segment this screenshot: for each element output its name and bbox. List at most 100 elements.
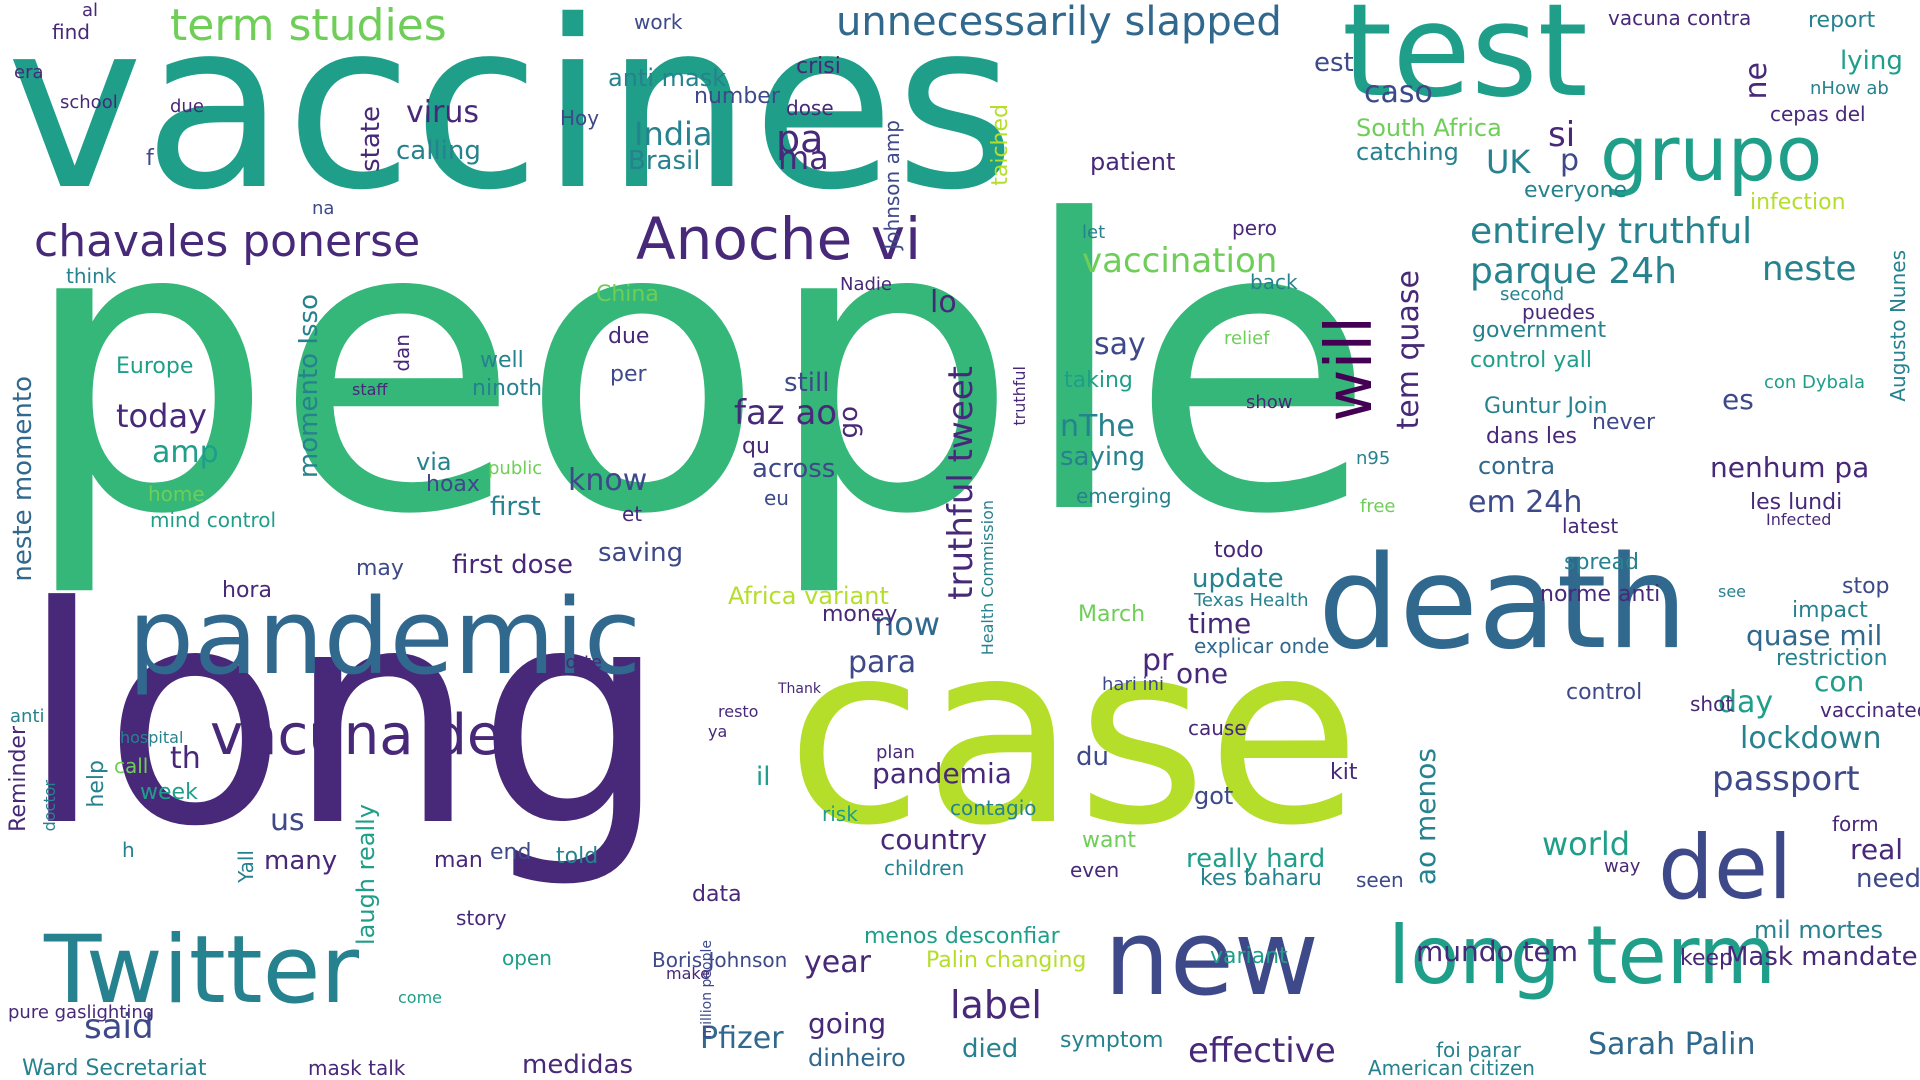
word-end: home xyxy=(148,482,205,506)
word-nthe: nThe xyxy=(1060,409,1135,444)
word-africa-variant: Africa variant xyxy=(728,582,889,610)
word-truthful-tweet: truthful tweet xyxy=(941,366,981,600)
word-mil-mortes: mil mortes xyxy=(1754,916,1883,944)
word-lo: pr xyxy=(1142,643,1174,678)
word-twitter: Twitter xyxy=(44,916,360,1025)
word-back: pero xyxy=(1232,216,1278,240)
word-crisi: Hoy xyxy=(560,106,600,130)
word-well: well xyxy=(480,348,524,373)
word-pure-gaslighting: Reminder xyxy=(6,726,31,832)
word-dan: era xyxy=(14,62,44,83)
word-american-citizen: American citizen xyxy=(1368,1056,1535,1080)
word-ward-secretariat: Ward Secretariat xyxy=(22,1056,207,1080)
word-hoax: hoax xyxy=(426,472,480,497)
word-pr: du xyxy=(1076,742,1109,772)
word-era: school xyxy=(60,92,118,113)
word-getting: kit xyxy=(1330,760,1358,785)
word-open: told xyxy=(556,844,599,869)
word-nadie: na xyxy=(312,198,335,219)
word-due: due xyxy=(608,324,650,349)
word-mundo-tem: mundo tem xyxy=(1416,935,1579,968)
word-many: many xyxy=(264,846,338,876)
word-faz-ao: faz ao xyxy=(734,393,838,433)
word-na: ne xyxy=(1739,62,1774,100)
word-country: country xyxy=(880,823,988,856)
word-con: con xyxy=(1814,665,1865,698)
word-yall: man xyxy=(434,848,483,873)
word-now: now xyxy=(874,605,941,643)
word-children: children xyxy=(884,856,965,880)
word-hospital: help xyxy=(84,760,109,808)
word-medidas: medidas xyxy=(522,1050,634,1080)
word-million-people: Health Commission xyxy=(978,500,997,656)
word-year: year xyxy=(804,945,871,980)
word-h: said xyxy=(84,1007,154,1047)
word-infected: hari ini xyxy=(1102,674,1164,695)
word-morte: latest xyxy=(1562,514,1619,538)
word-grupo: grupo xyxy=(1600,109,1823,198)
word-latest: Infected xyxy=(1766,510,1832,529)
word-pandemia: pandemia xyxy=(872,757,1012,790)
word-hora: hora xyxy=(222,578,272,603)
word-stop: form xyxy=(1832,812,1879,836)
word-ya: way xyxy=(1604,856,1641,877)
word-si: f xyxy=(146,146,154,171)
word-pfizer: Pfizer xyxy=(700,1021,784,1056)
word-money: money xyxy=(822,602,898,627)
word-know: know xyxy=(568,463,648,498)
word-vacuna-del: vacuna del xyxy=(210,703,517,768)
word-relief: Nadie xyxy=(840,274,892,295)
word-cause: cause xyxy=(1188,716,1247,740)
word-il: th xyxy=(170,741,201,776)
word-real: real xyxy=(1850,833,1904,866)
word-reminder: hospital xyxy=(120,728,184,747)
word-lying: lying xyxy=(1840,46,1903,76)
word-update: update xyxy=(1192,564,1284,594)
word-f: il xyxy=(756,762,771,792)
word-state: let xyxy=(1082,222,1106,243)
word-death: death xyxy=(1318,529,1688,678)
word-tem-quase: tem quase xyxy=(1391,270,1426,430)
word-th: h xyxy=(122,838,135,862)
word-across: vaccinated xyxy=(1820,698,1920,722)
word-em-24h: em 24h xyxy=(1468,485,1583,520)
word-control-yall: control yall xyxy=(1470,348,1592,373)
word-laugh-really: laugh really xyxy=(352,804,380,946)
word-calling: calling xyxy=(396,136,481,166)
word-amp-johnson: Johnson amp xyxy=(880,120,904,250)
word-et: lo xyxy=(930,285,957,320)
word-call: plan xyxy=(876,742,915,763)
word-time: time xyxy=(1188,607,1252,640)
word-school: due xyxy=(170,96,204,117)
word-uk: UK xyxy=(1486,143,1531,181)
word-symptom: symptom xyxy=(1060,1028,1164,1053)
word-second: puedes xyxy=(1522,300,1596,324)
word-chavales-ponerse: chavales ponerse xyxy=(34,216,421,267)
word-norme-anti: norme anti xyxy=(1540,582,1661,607)
word-test: test xyxy=(1342,0,1588,126)
word-guntur-join: Guntur Join xyxy=(1484,394,1608,419)
word-never: never xyxy=(1592,410,1656,435)
word-lockdown: lockdown xyxy=(1740,721,1882,756)
word-johnson-amp: taiched xyxy=(988,104,1013,186)
word-con-dybala: con Dybala xyxy=(1764,372,1866,393)
word-told: data xyxy=(692,882,742,907)
word-ne: p xyxy=(1560,143,1580,178)
word-sarah-palin: Sarah Palin xyxy=(1588,1027,1756,1062)
word-ninoth: ninoth xyxy=(472,376,543,401)
word-still: still xyxy=(784,368,830,398)
word-unnecessarily-slapped: unnecessarily slapped xyxy=(836,0,1282,45)
word-n95: impact xyxy=(1792,598,1868,623)
word-hoy: number xyxy=(694,84,780,109)
word-number: find xyxy=(52,20,90,44)
word-foi-parar: foi parar xyxy=(1436,1038,1521,1062)
word-cepas-del: cepas del xyxy=(1770,102,1866,126)
word-saying: saying xyxy=(1060,442,1146,472)
word-show: free xyxy=(1360,496,1396,517)
word-todo: todo xyxy=(1214,538,1264,563)
word-virus: virus xyxy=(406,95,480,130)
word-dans-les: dans les xyxy=(1486,424,1577,449)
word-spread: spread xyxy=(1564,550,1639,575)
word-died: died xyxy=(962,1034,1019,1064)
word-sa: seen xyxy=(1356,868,1404,892)
